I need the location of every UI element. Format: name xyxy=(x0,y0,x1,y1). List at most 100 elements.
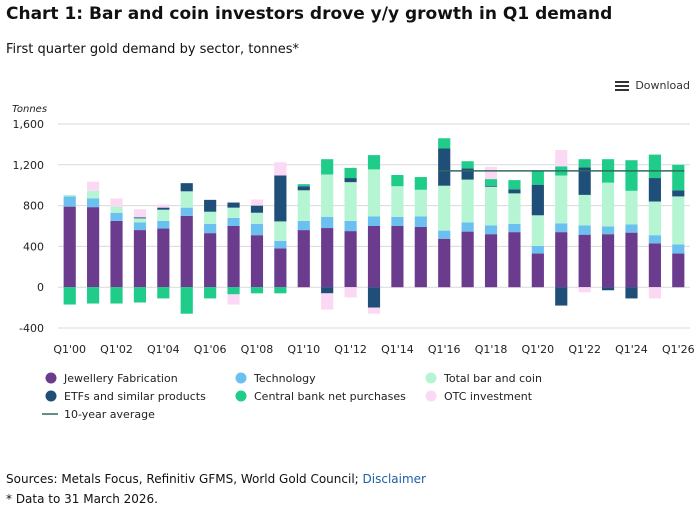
legend-label-bar_coin: Total bar and coin xyxy=(443,372,542,385)
bar-etf-Q1'10 xyxy=(297,186,310,191)
bar-technology-Q1'11 xyxy=(321,216,334,229)
x-tick-label: Q1'18 xyxy=(475,343,508,356)
bar-bar_coin-Q1'10 xyxy=(297,190,310,221)
bar-bar_coin-Q1'26 xyxy=(672,196,685,245)
y-axis-title: Tonnes xyxy=(12,104,47,115)
bar-technology-Q1'04 xyxy=(157,220,170,229)
bar-etf-Q1'20 xyxy=(531,184,544,216)
bar-otc-Q1'25 xyxy=(648,287,661,299)
bar-jewellery-Q1'14 xyxy=(391,226,404,288)
bar-otc-Q1'08 xyxy=(250,199,264,206)
bar-technology-Q1'15 xyxy=(414,216,427,228)
bar-bar_coin-Q1'01 xyxy=(87,190,100,199)
bar-technology-Q1'08 xyxy=(250,223,264,236)
bar-etf-Q1'21 xyxy=(555,287,568,306)
bar-central_bank-Q1'16 xyxy=(438,138,451,149)
bar-etf-Q1'24 xyxy=(625,287,638,299)
legend-swatch-jewellery xyxy=(45,372,57,384)
bar-bar_coin-Q1'21 xyxy=(555,175,568,224)
bar-etf-Q1'22 xyxy=(578,167,591,195)
legend-swatch-otc xyxy=(425,390,437,402)
bar-jewellery-Q1'17 xyxy=(461,231,474,288)
sources-text: Sources: Metals Focus, Refinitiv GFMS, W… xyxy=(6,472,363,486)
bar-central_bank-Q1'11 xyxy=(321,159,334,175)
bar-jewellery-Q1'02 xyxy=(110,220,123,288)
bar-central_bank-Q1'00 xyxy=(63,287,76,305)
y-tick-label: 0 xyxy=(37,281,44,294)
download-button[interactable]: Download xyxy=(615,79,690,92)
bar-otc-Q1'01 xyxy=(87,181,100,191)
bar-jewellery-Q1'07 xyxy=(227,226,240,288)
bar-otc-Q1'18 xyxy=(484,166,498,180)
bar-otc-Q1'21 xyxy=(555,150,568,167)
bar-bar_coin-Q1'14 xyxy=(391,186,404,217)
bar-bar_coin-Q1'22 xyxy=(578,194,591,226)
bar-central_bank-Q1'20 xyxy=(531,171,544,185)
bar-etf-Q1'23 xyxy=(601,287,615,291)
bar-central_bank-Q1'25 xyxy=(648,154,661,179)
bar-bar_coin-Q1'06 xyxy=(204,211,217,224)
bar-technology-Q1'01 xyxy=(87,198,100,208)
x-tick-label: Q1'00 xyxy=(53,343,86,356)
bar-technology-Q1'18 xyxy=(484,225,498,235)
bar-bar_coin-Q1'18 xyxy=(484,186,498,226)
bar-jewellery-Q1'22 xyxy=(578,234,591,288)
bar-otc-Q1'12 xyxy=(344,287,357,298)
bar-jewellery-Q1'18 xyxy=(484,234,498,288)
bar-jewellery-Q1'25 xyxy=(648,243,661,288)
bar-central_bank-Q1'24 xyxy=(625,160,638,191)
bar-etf-Q1'17 xyxy=(461,168,474,180)
bar-central_bank-Q1'05 xyxy=(180,287,193,314)
bar-jewellery-Q1'04 xyxy=(157,228,170,288)
bar-jewellery-Q1'15 xyxy=(414,227,427,288)
bar-etf-Q1'12 xyxy=(344,178,357,183)
bar-otc-Q1'13 xyxy=(367,307,381,314)
bar-otc-Q1'11 xyxy=(321,293,334,310)
x-tick-label: Q1'02 xyxy=(100,343,133,356)
bar-bar_coin-Q1'03 xyxy=(133,218,147,223)
bar-technology-Q1'03 xyxy=(133,222,147,231)
legend-swatch-technology xyxy=(235,372,247,384)
bar-etf-Q1'06 xyxy=(204,199,217,212)
bar-otc-Q1'09 xyxy=(274,162,287,176)
legend-swatch-central_bank xyxy=(235,390,247,402)
legend-label-etf: ETFs and similar products xyxy=(64,390,206,403)
bar-jewellery-Q1'11 xyxy=(321,228,334,288)
bar-bar_coin-Q1'23 xyxy=(601,182,615,227)
x-tick-label: Q1'10 xyxy=(287,343,320,356)
bar-technology-Q1'16 xyxy=(438,230,451,239)
bar-otc-Q1'02 xyxy=(110,198,123,207)
data-note: * Data to 31 March 2026. xyxy=(6,492,158,506)
bar-jewellery-Q1'01 xyxy=(87,207,100,288)
bar-central_bank-Q1'13 xyxy=(367,155,381,170)
bar-etf-Q1'18 xyxy=(484,185,498,187)
bar-central_bank-Q1'04 xyxy=(157,287,170,299)
disclaimer-link[interactable]: Disclaimer xyxy=(362,472,426,486)
bar-jewellery-Q1'12 xyxy=(344,231,357,288)
legend-swatch-bar_coin xyxy=(425,372,437,384)
bar-etf-Q1'13 xyxy=(367,287,381,308)
x-tick-label: Q1'04 xyxy=(147,343,180,356)
bar-otc-Q1'22 xyxy=(578,287,591,293)
bar-jewellery-Q1'08 xyxy=(250,235,264,288)
legend-label-otc: OTC investment xyxy=(444,390,533,403)
bar-jewellery-Q1'09 xyxy=(274,248,287,288)
bar-etf-Q1'11 xyxy=(321,287,334,294)
bar-technology-Q1'23 xyxy=(601,226,615,235)
bar-technology-Q1'06 xyxy=(204,223,217,234)
bar-central_bank-Q1'17 xyxy=(461,161,474,169)
bar-technology-Q1'02 xyxy=(110,212,123,221)
bar-technology-Q1'20 xyxy=(531,245,544,254)
menu-icon xyxy=(615,80,630,91)
bar-central_bank-Q1'10 xyxy=(297,184,310,187)
bar-technology-Q1'00 xyxy=(63,196,76,207)
bar-central_bank-Q1'01 xyxy=(87,287,100,304)
x-tick-label: Q1'16 xyxy=(428,343,461,356)
bar-technology-Q1'07 xyxy=(227,217,240,226)
bar-technology-Q1'25 xyxy=(648,235,661,244)
bar-jewellery-Q1'23 xyxy=(601,234,615,288)
bar-bar_coin-Q1'02 xyxy=(110,206,123,213)
sources-line: Sources: Metals Focus, Refinitiv GFMS, W… xyxy=(6,472,426,486)
legend-label-average: 10-year average xyxy=(64,408,155,421)
bar-etf-Q1'09 xyxy=(274,175,287,222)
